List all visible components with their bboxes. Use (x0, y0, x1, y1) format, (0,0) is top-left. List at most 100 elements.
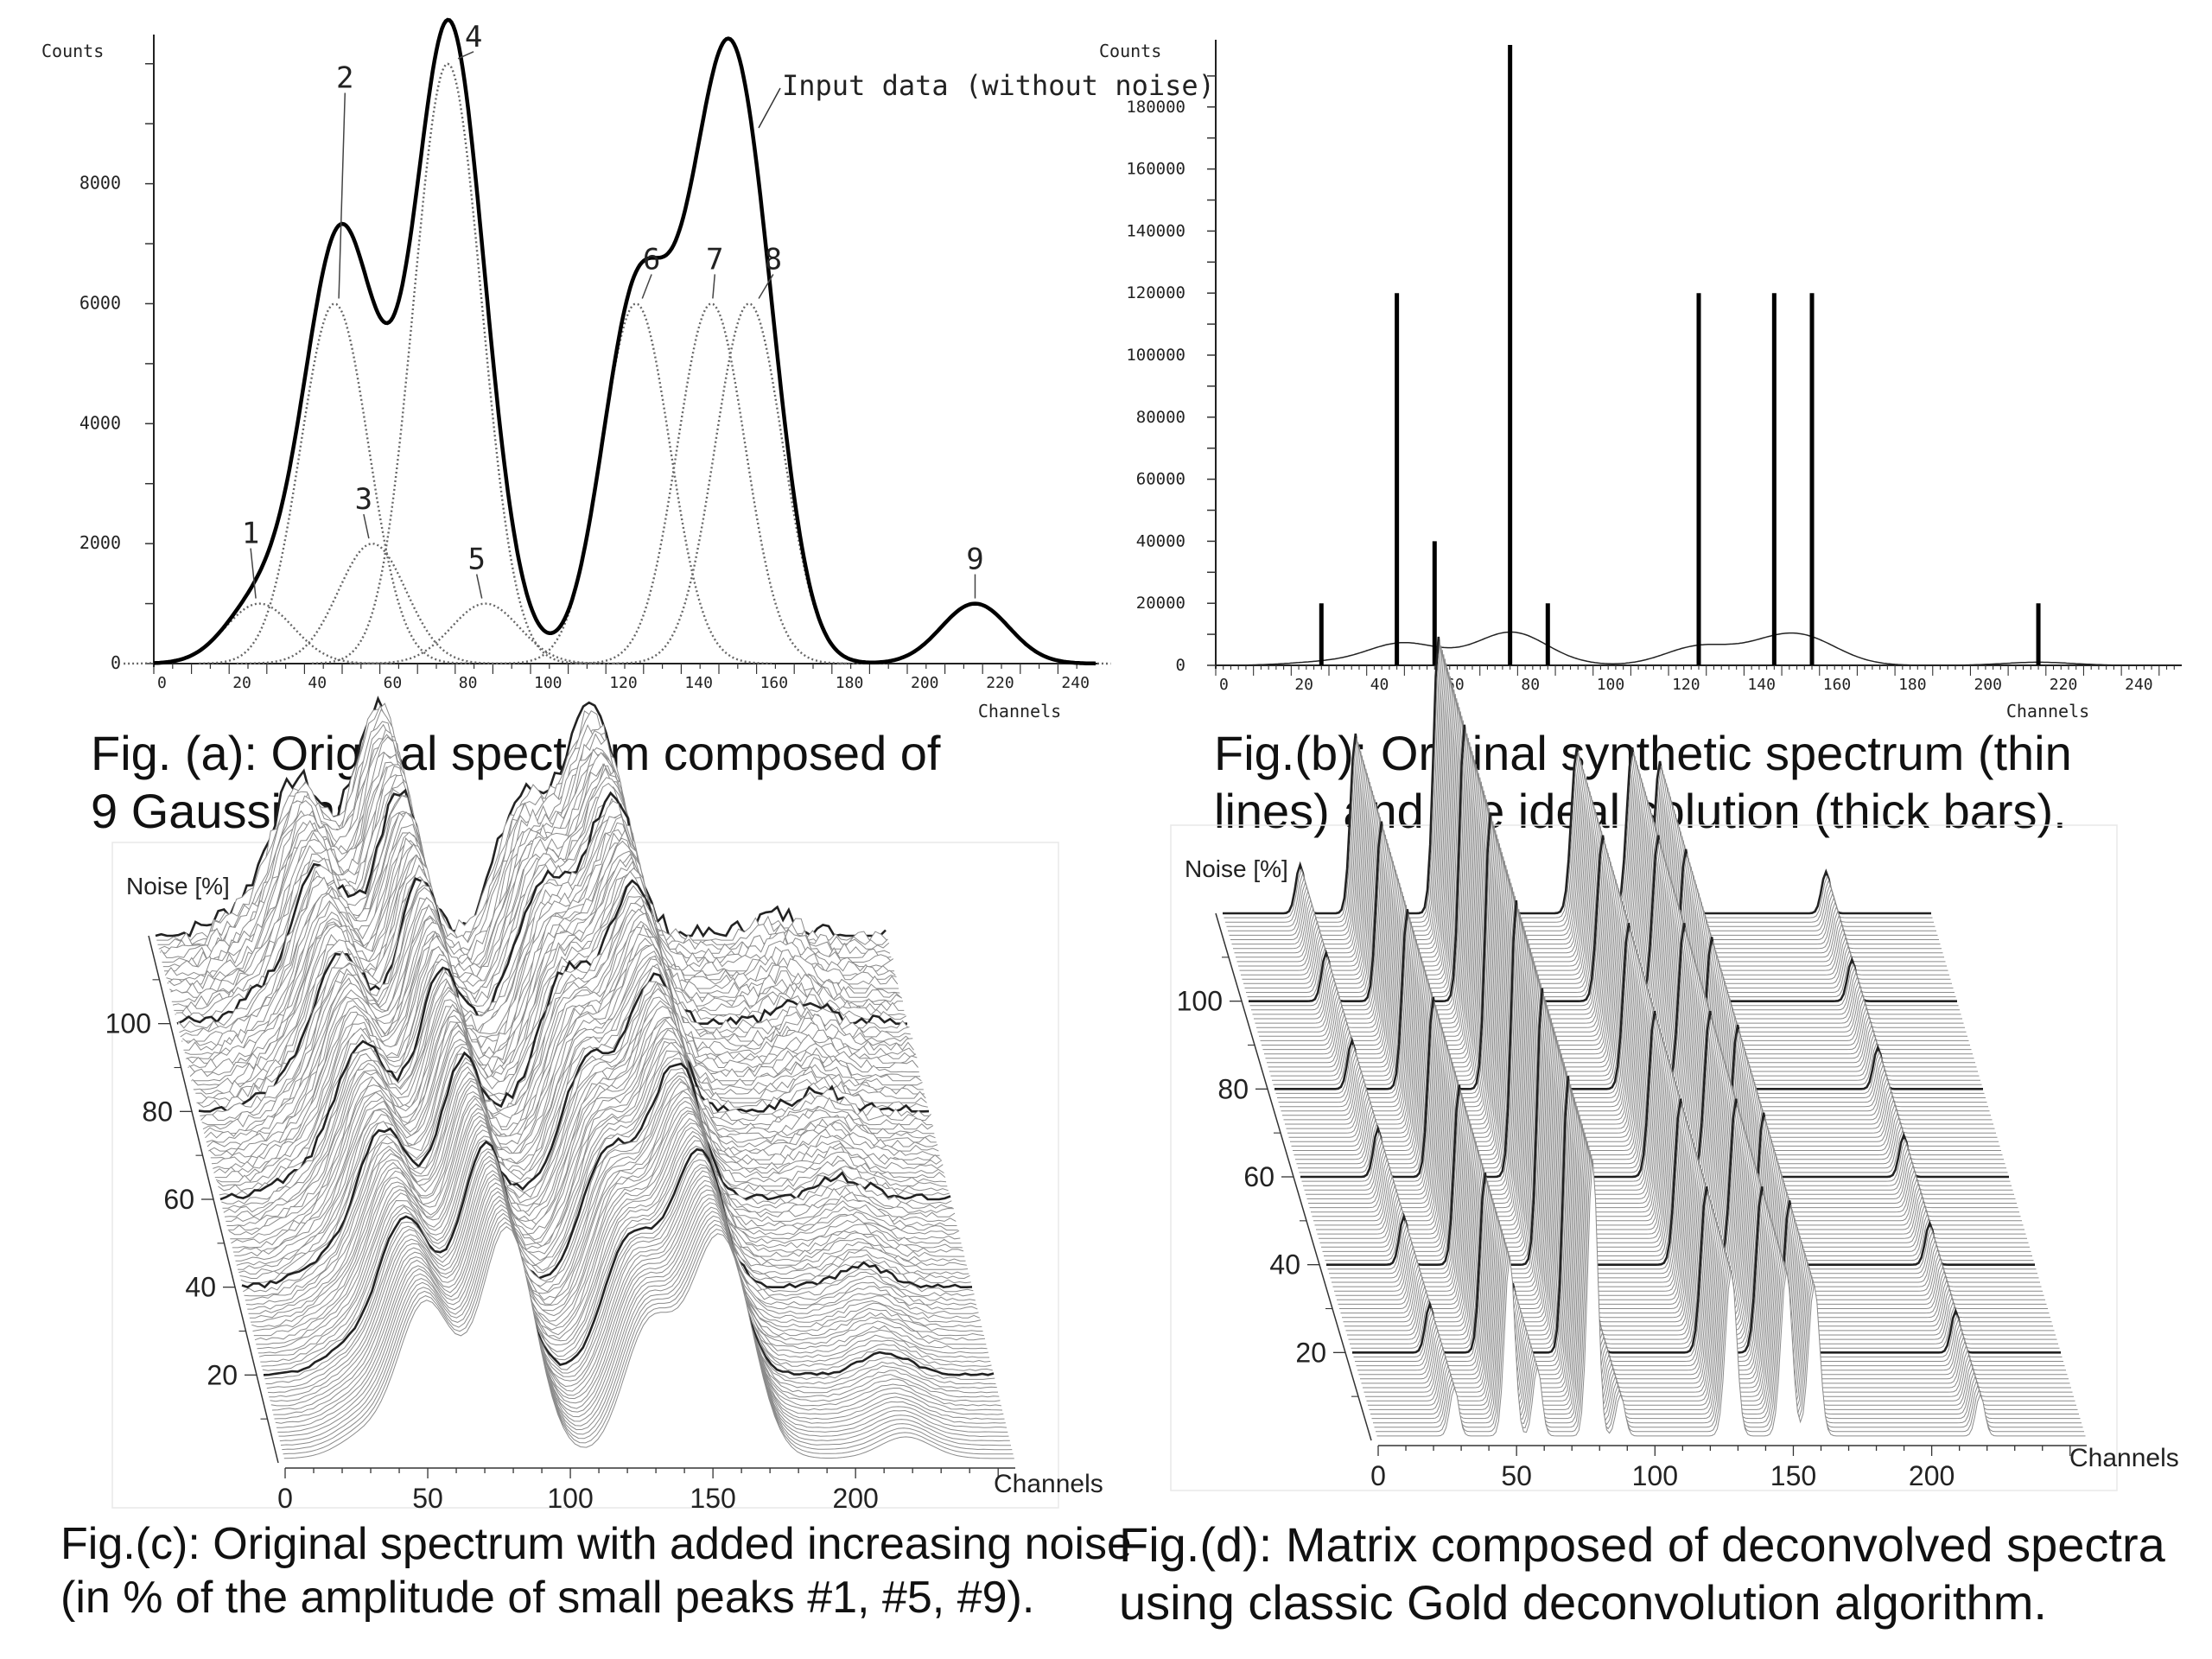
spectrum-trace (1298, 891, 2006, 1169)
spectrum-trace (1234, 676, 1943, 954)
spectrum-trace (245, 1071, 977, 1306)
spectrum-trace (234, 1021, 965, 1257)
peak-label-2: 2 (336, 60, 353, 95)
spectrum-trace (1262, 768, 1970, 1046)
spectrum-trace (171, 765, 903, 1003)
spectrum-trace (222, 971, 953, 1209)
spectrum-trace (1321, 970, 2030, 1248)
y-tick-label: 60000 (1136, 470, 1185, 489)
spectrum-trace (231, 1009, 962, 1244)
spectrum-trace (278, 1204, 1009, 1438)
x-tick-label: 100 (1632, 1460, 1678, 1491)
spectrum-trace (219, 958, 950, 1196)
spectrum-trace (1293, 874, 2001, 1151)
z-tick-label: 80 (142, 1096, 173, 1127)
spectrum-trace (1300, 899, 2009, 1179)
x-tick-label: 120 (1672, 676, 1700, 694)
spectrum-trace (1358, 1097, 2068, 1376)
spectrum-trace (1282, 838, 1991, 1116)
spectrum-trace (251, 1095, 982, 1327)
y-tick-label: 160000 (1126, 160, 1185, 179)
spectrum-trace (193, 854, 924, 1090)
peak-label-9: 9 (966, 543, 983, 577)
spectrum-trace (1311, 935, 2019, 1213)
spectrum-trace (227, 999, 958, 1231)
spectrum-trace (1242, 702, 1951, 980)
spectrum-trace (1243, 707, 1952, 984)
spectrum-trace (1294, 878, 2003, 1156)
spectrum-trace (1376, 1154, 2084, 1433)
spectrum-trace (244, 1061, 975, 1297)
spectrum-trace (188, 837, 918, 1069)
spectrum-trace (264, 1148, 995, 1380)
spectrum-trace (210, 931, 942, 1161)
input-data-annotation: Input data (without noise) (782, 69, 1215, 102)
spectrum-trace (164, 736, 896, 976)
spectrum-trace (1249, 724, 1957, 1002)
spectrum-trace (1338, 1027, 2047, 1305)
spectrum-trace (164, 734, 894, 972)
spectrum-trace (239, 1046, 970, 1280)
spectrum-trace (1236, 680, 1944, 958)
spectrum-trace (248, 1080, 979, 1314)
peak-label-leader (338, 92, 346, 299)
y-tick-label: 180000 (1126, 98, 1185, 117)
peak-label-8: 8 (765, 242, 782, 276)
spectrum-trace (1230, 663, 1939, 940)
spectrum-trace (1345, 1053, 2055, 1332)
spectrum-trace (1236, 684, 1946, 963)
spectrum-trace (221, 967, 952, 1205)
peak-label-leader (250, 548, 257, 599)
spectrum-trace (1267, 785, 1975, 1064)
spectrum-trace (1350, 1067, 2058, 1344)
spectrum-trace (1356, 1089, 2065, 1367)
spectrum-trace (1314, 948, 2024, 1226)
component-gaussian-7 (575, 302, 848, 665)
spectrum-trace (1322, 975, 2031, 1252)
spectrum-trace (1251, 733, 1960, 1011)
spectrum-trace (216, 954, 948, 1187)
spectrum-trace (1285, 847, 1993, 1125)
spectrum-trace (183, 810, 914, 1052)
y-axis-label: Counts (1099, 41, 1161, 61)
spectrum-trace (1247, 720, 1956, 998)
spectrum-trace (188, 837, 919, 1073)
spectrum-trace (200, 878, 931, 1117)
spectrum-trace (238, 1044, 969, 1274)
spectrum-trace (1246, 715, 1955, 993)
x-tick-label: 120 (609, 674, 638, 692)
spectrum-trace (1355, 1084, 2063, 1362)
spectrum-trace (1256, 751, 1965, 1028)
x-tick-label: 180 (1898, 676, 1927, 694)
spectrum-trace (277, 1199, 1008, 1433)
spectrum-trace (266, 1155, 997, 1389)
spectrum-trace (1277, 821, 1986, 1098)
spectrum-trace (1319, 962, 2027, 1239)
spectrum-trace (273, 1182, 1004, 1415)
figure-d: 0 50 100 150 200 20 40 60 80 100 Noise [%] Channels (1170, 636, 2179, 1495)
spectrum-trace (219, 966, 951, 1201)
spectrum-trace (1374, 1150, 2083, 1428)
y-tick-label: 6000 (79, 292, 121, 313)
component-gaussian-4 (312, 62, 584, 664)
spectrum-trace (236, 1030, 967, 1266)
spectrum-trace (1241, 698, 1949, 976)
z-tick-label: 20 (207, 1359, 238, 1390)
spectrum-trace (1337, 1023, 2045, 1300)
spectrum-trace (1291, 869, 2000, 1147)
caption-b-line-1: Fig.(b): Original synthetic spectrum (th… (1214, 726, 2072, 780)
spectrum-trace (196, 864, 927, 1103)
spectrum-trace (258, 1124, 989, 1358)
x-tick-label: 100 (534, 674, 563, 692)
chart-b-svg: 0 20000 40000 60000 80000 100000 120000 140000 1… (1099, 40, 2182, 721)
spectrum-trace (1316, 952, 2024, 1230)
peak-label-3: 3 (355, 482, 372, 517)
spectrum-trace (261, 1135, 992, 1367)
spectrum-trace (253, 1103, 984, 1337)
spectrum-trace (1303, 909, 2012, 1186)
figure-a: 0 2000 4000 6000 8000 0 20 40 60 80 100 120 140 160 18… (0, 0, 1215, 726)
z-axis-label: Noise [%] (1185, 855, 1288, 882)
spectrum-trace (1272, 804, 1980, 1081)
